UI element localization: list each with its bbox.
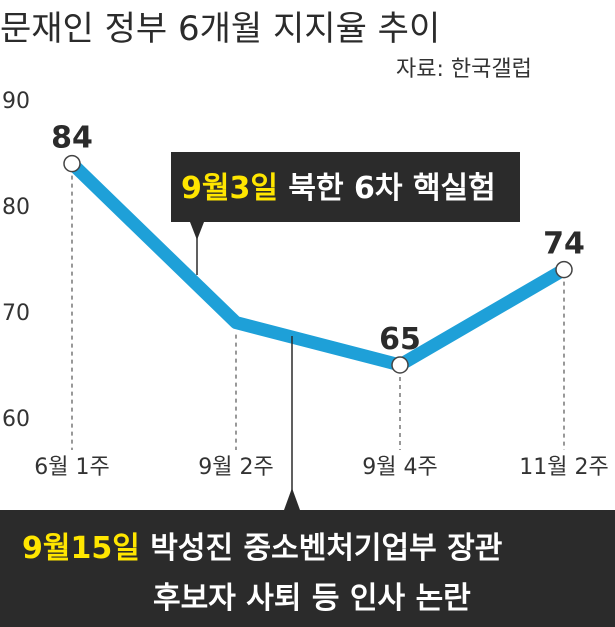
annotation-2-box	[0, 510, 615, 627]
annotation-1-text: 9월3일 북한 6차 핵실험	[181, 171, 496, 206]
y-tick-label: 90	[2, 89, 30, 114]
data-label: 84	[51, 121, 93, 156]
annotation-1-pointer	[190, 222, 204, 240]
annotation-2-text-line1: 9월15일 박성진 중소벤처기업부 장관	[22, 531, 502, 566]
series-approval-line	[65, 157, 571, 372]
y-tick-label: 70	[2, 301, 30, 326]
annotation-2-text-line2: 후보자 사퇴 등 인사 논란	[153, 581, 471, 616]
data-point	[555, 260, 573, 279]
annotation-1-box	[171, 152, 520, 222]
data-markers	[63, 154, 573, 374]
y-axis-ticks: 90 80 70 60	[2, 89, 30, 432]
data-point	[391, 356, 409, 374]
annotation-2-pointer	[284, 488, 300, 510]
data-labels: 84 65 74	[51, 121, 585, 357]
x-tick-label: 9월 4주	[362, 455, 437, 480]
guide-lines	[71, 175, 565, 450]
series-line	[65, 157, 571, 372]
data-label: 74	[543, 227, 585, 262]
x-axis-ticks: 6월 1주 9월 2주 9월 4주 11월 2주	[34, 455, 608, 480]
x-tick-label: 9월 2주	[198, 455, 273, 480]
x-tick-label: 11월 2주	[519, 455, 608, 480]
y-tick-label: 80	[2, 195, 30, 220]
data-label: 65	[379, 322, 421, 357]
data-point	[63, 154, 81, 173]
chart-title: 문재인 정부 6개월 지지율 추이	[0, 9, 440, 49]
y-tick-label: 60	[2, 407, 30, 432]
x-tick-label: 6월 1주	[34, 455, 109, 480]
chart-source: 자료: 한국갤럽	[396, 57, 532, 82]
